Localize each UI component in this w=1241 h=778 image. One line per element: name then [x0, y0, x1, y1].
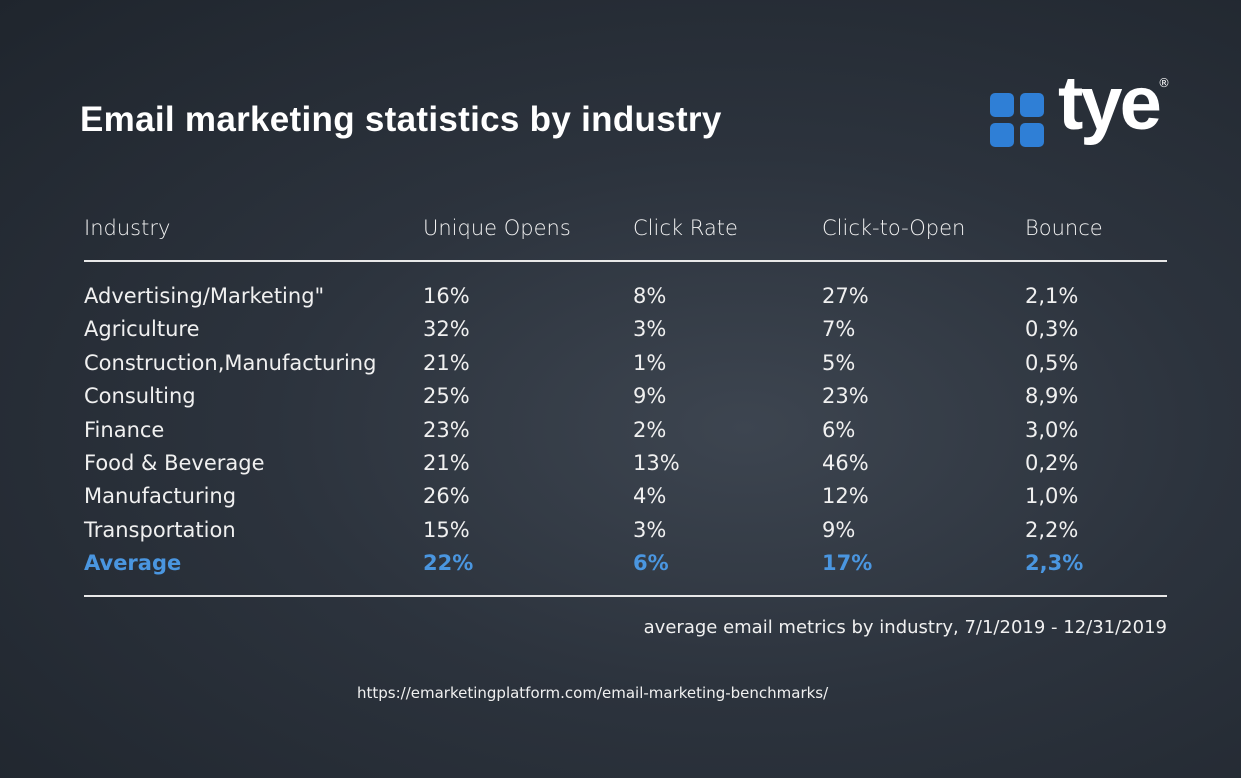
table-cell: 16%	[423, 284, 470, 308]
average-cell: 2,3%	[1025, 551, 1084, 576]
table-cell: Manufacturing	[84, 484, 237, 509]
table-cell: 0,2%	[1025, 451, 1079, 475]
table-cell: Agriculture	[84, 317, 200, 342]
table-cell: 5%	[822, 350, 856, 375]
table-cell: 8,9%	[1025, 384, 1079, 409]
table-cell: 23%	[822, 384, 869, 409]
table-cell: 9%	[633, 384, 667, 409]
table-cell: 13%	[633, 451, 680, 475]
table-cell: 1%	[633, 350, 667, 375]
table-cell: 3,0%	[1025, 417, 1079, 442]
table-cell: Advertising/Marketing"	[84, 284, 325, 308]
table-cell: 12%	[822, 484, 869, 509]
table-cell: 6%	[822, 417, 856, 442]
table-cell: 2,1%	[1025, 284, 1079, 308]
column-header: Industry	[84, 216, 171, 240]
table-cell: 25%	[423, 384, 470, 409]
header-rule	[84, 260, 1167, 262]
table-cell: 3%	[633, 517, 667, 542]
table-cell: 1,0%	[1025, 484, 1079, 509]
logo-mark: ®	[1158, 76, 1170, 90]
table-cell: 3%	[633, 317, 667, 342]
table-cell: Construction,Manufacturing	[84, 350, 377, 375]
table-cell: 4%	[633, 484, 667, 509]
footnote: average email metrics by industry, 7/1/2…	[643, 617, 1167, 638]
bottom-rule	[84, 595, 1167, 597]
table-cell: Transportation	[84, 517, 236, 542]
table-cell: 32%	[423, 317, 470, 342]
table-cell: 46%	[822, 451, 869, 475]
table-cell: 2%	[633, 417, 667, 442]
table-cell: 2,2%	[1025, 517, 1079, 542]
table-cell: Finance	[84, 417, 165, 442]
table-cell: 23%	[423, 417, 470, 442]
title: Email marketing statistics by industry	[80, 100, 722, 139]
table-cell: 0,3%	[1025, 317, 1079, 342]
table-cell: Consulting	[84, 384, 196, 409]
column-header: Bounce	[1025, 216, 1103, 240]
table-cell: 0,5%	[1025, 350, 1079, 375]
table-cell: 8%	[633, 284, 667, 308]
table-cell: 9%	[822, 517, 856, 542]
table-cell: Food & Beverage	[84, 451, 265, 475]
logo-icon	[990, 93, 1044, 147]
column-header: Unique Opens	[423, 216, 571, 240]
table-cell: 15%	[423, 517, 470, 542]
table-cell: 27%	[822, 284, 869, 308]
logo-text: tye	[1058, 61, 1162, 146]
column-header: Click-to-Open	[822, 216, 966, 240]
table-cell: 21%	[423, 350, 470, 375]
average-cell: Average	[84, 551, 182, 576]
average-cell: 22%	[423, 551, 474, 576]
average-cell: 17%	[822, 551, 873, 576]
average-cell: 6%	[633, 551, 669, 576]
column-header: Click Rate	[633, 216, 738, 240]
table-cell: 26%	[423, 484, 470, 509]
source-url: https://emarketingplatform.com/email-mar…	[357, 684, 829, 702]
table-cell: 21%	[423, 451, 470, 475]
table-cell: 7%	[822, 317, 856, 342]
